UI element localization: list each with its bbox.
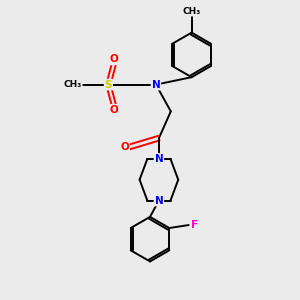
Text: CH₃: CH₃: [64, 80, 82, 89]
Text: F: F: [191, 220, 198, 230]
Text: O: O: [110, 54, 119, 64]
Text: S: S: [105, 80, 112, 90]
Text: O: O: [120, 142, 129, 152]
Text: N: N: [152, 80, 160, 90]
Text: N: N: [154, 196, 163, 206]
Text: CH₃: CH₃: [182, 7, 201, 16]
Text: O: O: [110, 105, 119, 115]
Text: N: N: [154, 154, 163, 164]
